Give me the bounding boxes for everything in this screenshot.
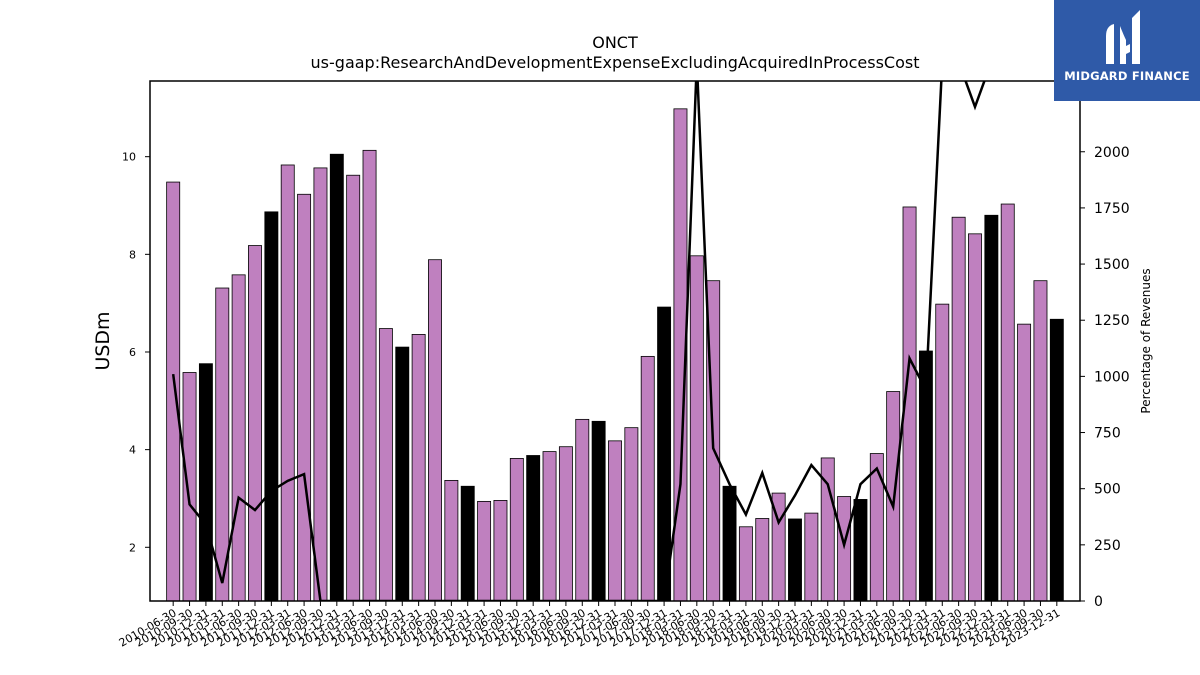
- y-tick-label: 6: [129, 346, 136, 359]
- bar: [624, 427, 639, 602]
- bar: [182, 372, 197, 602]
- bar: [608, 440, 622, 602]
- bar: [869, 453, 884, 602]
- bar: [755, 518, 770, 602]
- y2-tick-label: 1000: [1094, 369, 1130, 385]
- bar: [248, 245, 262, 602]
- y2-tick-label: 250: [1094, 538, 1121, 554]
- bar: [1017, 323, 1032, 602]
- bar: [591, 420, 606, 602]
- bar: [477, 500, 492, 602]
- midgard-logo-icon: [1106, 10, 1140, 64]
- bar: [444, 479, 459, 602]
- bar: [1033, 280, 1048, 602]
- bar: [526, 455, 541, 602]
- brand-logo: MIDGARD FINANCE: [1054, 0, 1200, 101]
- y-tick-label: 10: [122, 151, 136, 164]
- bar: [558, 446, 573, 602]
- y-tick-label: 8: [129, 248, 136, 261]
- bar: [493, 500, 508, 602]
- bar: [542, 451, 557, 602]
- y2-tick-label: 1500: [1094, 257, 1130, 273]
- bar: [362, 149, 377, 602]
- bar: [1000, 203, 1015, 602]
- bar: [346, 174, 361, 602]
- pct-revenues-line: [171, 81, 1058, 601]
- y2-tick-label: 1750: [1094, 201, 1130, 217]
- bar: [460, 485, 475, 602]
- bar: [280, 164, 295, 602]
- bar: [297, 193, 312, 602]
- bar: [378, 328, 393, 602]
- bar: [853, 499, 868, 602]
- bar: [640, 355, 655, 602]
- bar: [788, 518, 802, 602]
- bar: [198, 363, 213, 602]
- y2-tick-label: 500: [1094, 482, 1121, 498]
- chart-title: ONCT: [592, 33, 638, 52]
- bar: [231, 274, 246, 602]
- y-axis-label: USDm: [92, 311, 114, 370]
- y2-tick-label: 0: [1094, 594, 1103, 610]
- y-tick-label: 4: [129, 444, 136, 457]
- line-layer: [171, 81, 1058, 601]
- bar: [689, 255, 704, 602]
- bar: [951, 216, 966, 602]
- bar: [166, 181, 181, 602]
- bar: [395, 346, 410, 602]
- bar: [329, 153, 344, 602]
- bar: [722, 485, 737, 602]
- bar: [935, 303, 950, 602]
- brand-name: MIDGARD FINANCE: [1064, 69, 1190, 83]
- y2-tick-label: 2000: [1094, 145, 1130, 161]
- y-tick-label: 2: [129, 541, 136, 554]
- bar: [1049, 318, 1064, 602]
- bar: [804, 512, 819, 602]
- bar: [657, 306, 672, 602]
- bar: [738, 526, 753, 602]
- bar: [264, 211, 279, 602]
- bar: [575, 418, 590, 602]
- bar: [509, 458, 524, 602]
- y2-axis-label: Percentage of Revenues: [1139, 268, 1153, 413]
- bar: [313, 167, 328, 602]
- y2-tick-label: 1250: [1094, 313, 1130, 329]
- y2-tick-label: 750: [1094, 426, 1121, 442]
- chart-subtitle: us-gaap:ResearchAndDevelopmentExpenseExc…: [311, 53, 920, 72]
- bar: [968, 233, 982, 602]
- bar: [984, 214, 999, 602]
- bar: [428, 259, 442, 602]
- bar: [411, 334, 426, 602]
